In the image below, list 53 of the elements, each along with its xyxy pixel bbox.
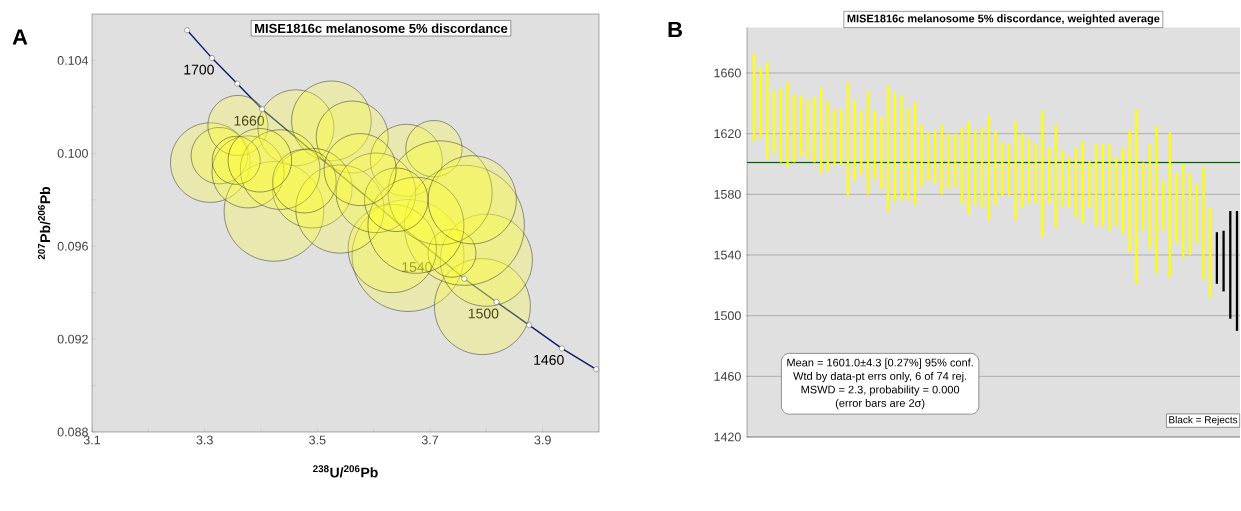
y-tick-label: 1420 xyxy=(714,432,741,442)
bar xyxy=(833,109,836,166)
bar xyxy=(900,95,903,201)
annotation: 1500 xyxy=(468,308,499,319)
bar xyxy=(1041,110,1044,237)
text: MISE1816c melanosome 5% discordance xyxy=(255,23,508,34)
bar xyxy=(1222,230,1225,292)
x-tick-label: 3.7 xyxy=(421,435,439,445)
x-axis-title: $^{238}$U/$^{206}$Pb xyxy=(313,465,378,478)
bar xyxy=(860,110,863,175)
bar xyxy=(947,133,950,189)
bar xyxy=(1088,160,1091,208)
annotation: Black = Rejects xyxy=(1169,415,1238,426)
annotation: Wtd by data-pt errs only, 6 of 74 rej. xyxy=(793,371,967,383)
y-tick-label: 0.092 xyxy=(57,334,88,344)
bar xyxy=(974,130,977,205)
y-tick-label: 1500 xyxy=(714,311,741,321)
bar xyxy=(994,130,997,205)
y-axis-title: $^{207}$Pb/$^{206}$Pb xyxy=(37,186,51,260)
y-tick-label: 1460 xyxy=(714,371,741,381)
x-tick-label: 3.9 xyxy=(534,435,551,445)
annotation: MSWD = 2.3, probability = 0.000 xyxy=(801,385,960,396)
bar xyxy=(1108,144,1111,231)
annotation: 1540 xyxy=(402,262,432,272)
bar xyxy=(1175,173,1178,243)
bar xyxy=(766,62,769,160)
annotation: 1460 xyxy=(534,354,564,365)
y-tick-label: 0.100 xyxy=(57,148,88,158)
bar xyxy=(786,82,789,168)
bar xyxy=(880,116,883,189)
text: A xyxy=(12,29,28,45)
annotation: (error bars are 2σ) xyxy=(835,398,925,410)
bar xyxy=(813,97,816,163)
annotation: 1700 xyxy=(184,64,214,75)
bar xyxy=(1202,167,1205,280)
bar xyxy=(1061,150,1064,207)
bar xyxy=(1135,109,1138,284)
y-tick-label: 0.096 xyxy=(57,241,88,251)
annotation: Mean = 1601.0±4.3 [0.27%] 95% conf. xyxy=(787,358,973,369)
bar xyxy=(1155,126,1158,274)
y-tick-label: 0.104 xyxy=(57,56,89,65)
chart-title: MISE1816c melanosome 5% discordance, weighted average xyxy=(847,14,1160,25)
y-tick-label: 1540 xyxy=(714,250,741,260)
x-tick-label: 3.1 xyxy=(83,435,101,445)
y-tick-label: 1620 xyxy=(714,129,741,139)
y-tick-label: 1660 xyxy=(714,68,741,78)
x-tick-label: 3.5 xyxy=(309,435,326,445)
y-tick-label: 0.088 xyxy=(57,427,88,437)
y-tick-label: 1580 xyxy=(714,189,741,199)
annotation: 1660 xyxy=(234,115,265,126)
bar xyxy=(927,132,930,181)
x-tick-label: 3.3 xyxy=(196,435,213,445)
text: B xyxy=(668,21,682,38)
